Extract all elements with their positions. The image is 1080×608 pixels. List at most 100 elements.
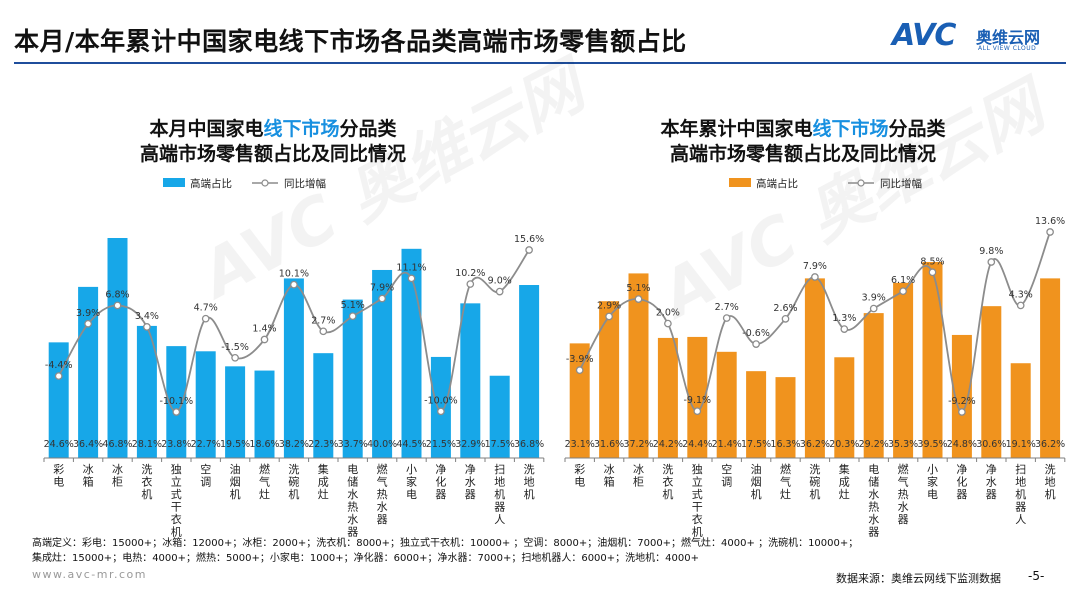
chart2-yoy-point	[575, 366, 584, 375]
chart2-category-label: 空调	[721, 462, 732, 489]
chart2-category-label: 燃气热水器	[898, 462, 909, 526]
chart1-yoy-label: 3.9%	[76, 308, 100, 319]
chart1-yoy-point	[290, 280, 298, 289]
chart1-bar-value-label: 22.7%	[191, 439, 221, 450]
chart1-category-char: 气	[259, 475, 270, 489]
footer-source: 数据来源：奥维云网线下监测数据	[836, 572, 1001, 585]
logo-mark: AVC	[892, 18, 956, 53]
chart2-bar-value-label: 20.3%	[829, 439, 859, 450]
chart2-category-char: 彩	[574, 463, 585, 476]
chart1-category-char: 燃	[259, 462, 270, 476]
chart1-category-label: 彩电	[53, 463, 64, 489]
chart1-title-line1: 本月中国家电线下市场分品类	[149, 117, 396, 140]
chart2-bar-value-label: 31.6%	[594, 439, 624, 450]
chart2-yoy-point	[605, 312, 613, 321]
chart1-category-char: 调	[200, 476, 211, 489]
chart1-category-char: 灶	[318, 488, 329, 501]
chart2-category-label: 洗地机	[1045, 463, 1056, 501]
chart2-category-char: 箱	[604, 475, 615, 489]
chart2-yoy-point	[693, 407, 702, 416]
chart2-yoy-label: 9.8%	[979, 246, 1003, 257]
chart2-category-label: 冰箱	[604, 463, 615, 489]
chart1-category-char: 家	[406, 475, 417, 489]
chart2-bar	[863, 313, 884, 458]
chart1-category-char: 烟	[230, 475, 241, 489]
chart2-yoy-label: 2.9%	[597, 300, 621, 311]
chart1-category-char: 柜	[112, 476, 123, 489]
chart1-category-char: 碗	[288, 475, 299, 489]
chart2-category-char: 式	[692, 488, 703, 501]
chart2-category-label: 净水器	[986, 462, 997, 501]
chart1-yoy-point	[437, 407, 445, 416]
high-end-definition-line2: 集成灶：15000+；电热：4000+；燃热：5000+；小家电：1000+；净…	[32, 553, 699, 564]
chart1-yoy-point	[201, 314, 210, 323]
chart1-category-char: 衣	[171, 512, 182, 526]
chart1-yoy-label: 1.4%	[252, 324, 276, 335]
chart2-category-label: 油烟机	[751, 462, 762, 501]
chart1-category-char: 干	[171, 501, 182, 514]
chart1-bar	[342, 299, 363, 458]
chart1-category-char: 机	[230, 487, 241, 501]
footer-url: www.avc-mr.com	[32, 568, 147, 581]
chart2-category-label: 洗碗机	[809, 463, 820, 501]
chart2-bar	[1010, 363, 1031, 458]
chart1-bar-value-label: 18.6%	[249, 439, 279, 450]
chart2-yoy-point	[1016, 301, 1025, 310]
chart1-category-char: 机	[494, 487, 505, 501]
chart1-bar-value-label: 28.1%	[132, 439, 162, 450]
chart1-category-char: 机	[141, 487, 152, 501]
chart2-yoy-point	[811, 273, 819, 281]
chart1-yoy-label: 5.1%	[341, 300, 365, 311]
chart2-yoy-point	[781, 314, 790, 323]
chart1-category-char: 扫	[494, 463, 505, 476]
chart2-category-char: 机	[692, 525, 703, 539]
chart2-category-char: 家	[927, 475, 938, 489]
chart2-category-label: 集成灶	[839, 462, 850, 501]
chart1-category-char: 净	[465, 462, 476, 476]
chart1-yoy-label: 15.6%	[514, 234, 544, 245]
chart2-category-char: 冰	[633, 463, 644, 476]
chart2-title-line2: 高端市场零售额占比及同比情况	[670, 142, 936, 165]
logo-cn: 奥维云网	[976, 28, 1041, 47]
chart1-bar-value-label: 32.9%	[455, 439, 485, 450]
chart1-bar	[372, 269, 393, 458]
chart1-category-char: 冰	[112, 463, 123, 476]
chart1-category-label: 电储水热水器	[347, 463, 358, 539]
chart2-category-char: 气	[780, 475, 791, 489]
chart1-category-char: 燃	[377, 462, 388, 476]
chart2-category-char: 器	[986, 488, 997, 501]
chart2-yoy-label: 8.5%	[920, 256, 944, 267]
chart1-category-char: 空	[200, 462, 211, 476]
chart2-bar	[922, 262, 943, 458]
chart1-category-label: 洗衣机	[141, 463, 152, 501]
chart2-yoy-point	[1046, 228, 1054, 236]
chart1-yoy-point	[407, 274, 416, 283]
chart2-category-char: 机	[662, 487, 673, 501]
chart2-yoy-point	[840, 325, 849, 333]
chart2-category-char: 碗	[809, 475, 820, 489]
chart2-title-line1-pre: 本年累计中国家电	[660, 117, 812, 140]
chart2-bar	[599, 301, 620, 458]
chart2-category-char: 水	[868, 488, 879, 501]
chart2-bar	[746, 371, 767, 458]
chart1-category-label: 空调	[200, 462, 211, 489]
chart1-category-char: 电	[347, 463, 358, 476]
chart1-category-char: 热	[347, 501, 358, 514]
chart2-category-char: 衣	[692, 512, 703, 526]
chart2-yoy-label: 7.9%	[803, 261, 827, 272]
chart1-yoy-point	[172, 408, 181, 416]
chart2-category-label: 彩电	[574, 463, 585, 489]
chart2-category-char: 小	[927, 463, 938, 476]
chart2-bar	[951, 334, 972, 458]
chart2-yoy-point	[722, 314, 731, 322]
chart1-bar	[225, 366, 246, 458]
chart2-category-char: 器	[868, 526, 879, 539]
chart1-category-label: 冰柜	[112, 463, 123, 489]
chart2-category-char: 干	[692, 501, 703, 514]
chart1-legend-line-marker	[261, 179, 269, 187]
chart2-category-char: 机	[1015, 487, 1026, 501]
chart1-category-char: 气	[377, 475, 388, 489]
chart2-category-char: 气	[898, 475, 909, 489]
chart2-category-char: 机	[809, 487, 820, 501]
chart1-category-label: 洗地机	[524, 463, 535, 501]
